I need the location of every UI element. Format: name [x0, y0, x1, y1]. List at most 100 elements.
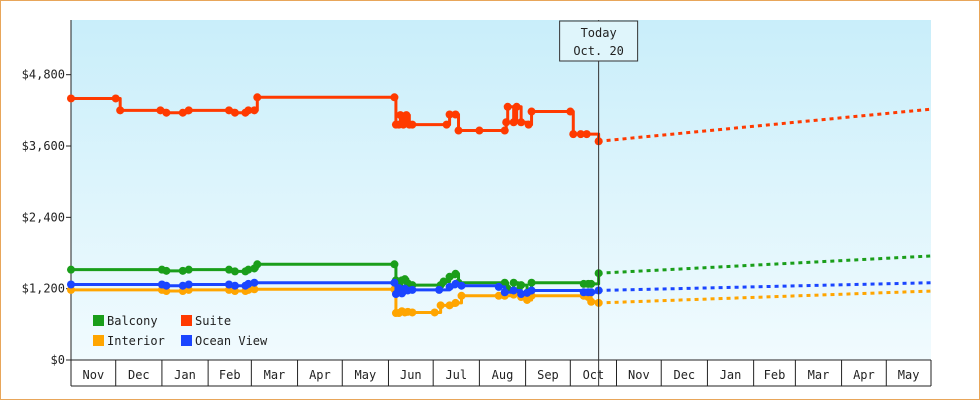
data-point-balcony [509, 278, 518, 287]
data-point-suite [576, 130, 585, 139]
x-tick-label: Oct [583, 368, 605, 382]
data-point-ocean-view [435, 285, 444, 294]
x-tick-label: Feb [219, 368, 241, 382]
data-point-suite [445, 110, 454, 119]
today-box [559, 20, 639, 62]
data-point-suite [454, 126, 463, 135]
x-tick-label: Dec [128, 368, 150, 382]
data-point-suite [250, 106, 259, 115]
x-tick-label: Aug [492, 368, 514, 382]
data-point-suite [442, 120, 451, 129]
x-tick-label: Dec [673, 368, 695, 382]
x-tick-label: Jan [720, 368, 742, 382]
data-point-interior [457, 291, 466, 300]
data-point-suite [517, 118, 526, 127]
data-point-suite [244, 106, 253, 115]
data-point-balcony [517, 281, 526, 290]
data-point-suite [396, 111, 405, 120]
plot-area [71, 20, 931, 360]
x-tick-label: Apr [309, 368, 331, 382]
data-point-suite [111, 94, 120, 103]
data-point-balcony [439, 277, 448, 286]
data-point-balcony [67, 265, 75, 274]
data-point-interior [430, 308, 439, 317]
data-point-balcony [184, 265, 193, 274]
data-point-suite [527, 107, 536, 116]
y-tick-label: $0 [51, 353, 65, 367]
x-tick-label: Jul [445, 368, 467, 382]
data-point-interior [587, 297, 596, 306]
data-point-interior [250, 285, 259, 294]
data-point-balcony [500, 278, 509, 287]
data-point-suite [230, 108, 239, 117]
data-point-ocean-view [390, 278, 399, 287]
data-point-ocean-view [445, 282, 454, 291]
x-tick-label: May [898, 368, 920, 382]
x-tick-label: Feb [764, 368, 786, 382]
y-tick-label: $4,800 [22, 68, 65, 82]
data-point-suite [162, 108, 171, 117]
x-tick-label: Mar [264, 368, 286, 382]
data-point-ocean-view [408, 285, 417, 294]
legend-swatch-suite [181, 315, 192, 326]
data-point-suite [253, 93, 262, 102]
x-tick-label: May [355, 368, 377, 382]
data-point-suite [67, 94, 75, 103]
data-point-ocean-view [230, 281, 239, 290]
legend-label-interior: Interior [107, 334, 165, 348]
data-point-suite [524, 120, 533, 129]
data-point-suite [512, 102, 521, 111]
y-tick-label: $1,200 [22, 282, 65, 296]
data-point-ocean-view [500, 288, 509, 297]
data-point-suite [390, 93, 399, 102]
data-point-ocean-view [509, 286, 518, 295]
data-point-suite [451, 110, 460, 119]
legend-label-suite: Suite [195, 314, 231, 328]
y-tick-label: $2,400 [22, 210, 65, 224]
today-date: Oct. 20 [573, 44, 624, 58]
x-tick-label: Sep [537, 368, 559, 382]
data-point-balcony [178, 266, 187, 275]
data-point-suite [475, 126, 484, 135]
data-point-suite [116, 106, 125, 115]
data-point-interior [494, 291, 503, 300]
legend-swatch-interior [93, 335, 104, 346]
data-point-ocean-view [184, 280, 193, 289]
data-point-interior [408, 308, 417, 317]
data-point-suite [184, 106, 193, 115]
data-point-suite [500, 126, 509, 135]
data-point-suite [503, 102, 512, 111]
legend-swatch-balcony [93, 315, 104, 326]
data-point-ocean-view [494, 282, 503, 291]
data-point-suite [399, 120, 408, 129]
data-point-balcony [445, 272, 454, 281]
data-point-balcony [527, 278, 536, 287]
y-tick-label: $3,600 [22, 139, 65, 153]
data-point-balcony [230, 267, 239, 276]
data-point-ocean-view [178, 281, 187, 290]
x-tick-label: Apr [853, 368, 875, 382]
data-point-balcony [451, 269, 460, 278]
data-point-ocean-view [587, 288, 596, 297]
data-point-interior [436, 301, 445, 310]
data-point-ocean-view [244, 279, 253, 288]
x-tick-label: Jun [400, 368, 422, 382]
data-point-ocean-view [162, 281, 171, 290]
x-tick-label: Mar [808, 368, 830, 382]
today-label: Today [581, 26, 617, 40]
data-point-suite [402, 111, 411, 120]
data-point-ocean-view [250, 278, 259, 287]
data-point-balcony [253, 260, 262, 269]
data-point-balcony [244, 265, 253, 274]
data-point-ocean-view [457, 281, 466, 290]
data-point-ocean-view [67, 280, 75, 289]
legend-swatch-ocean-view [181, 335, 192, 346]
legend-label-ocean-view: Ocean View [195, 334, 268, 348]
data-point-suite [582, 130, 591, 139]
x-tick-label: Nov [628, 368, 650, 382]
data-point-balcony [162, 266, 171, 275]
data-point-interior [451, 298, 460, 307]
data-point-ocean-view [527, 286, 536, 295]
